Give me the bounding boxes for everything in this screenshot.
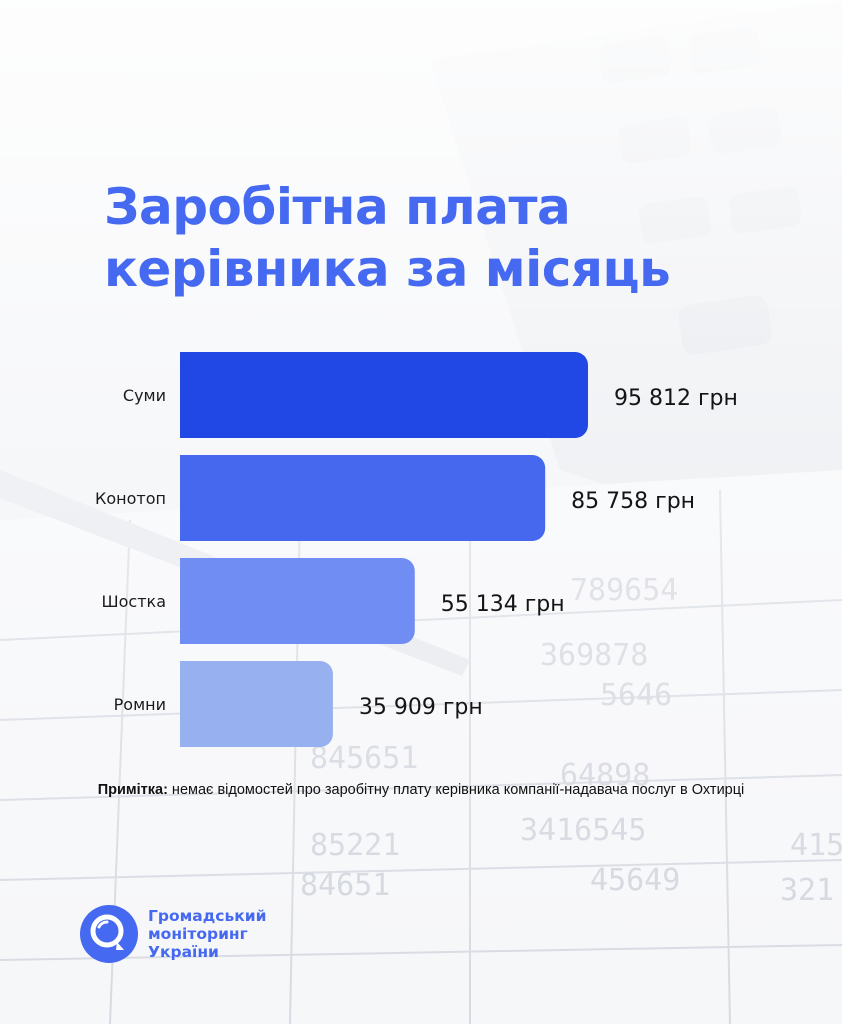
bar-2: [180, 558, 415, 644]
chart-note: Примітка: немає відомостей про заробітну…: [0, 782, 842, 798]
category-label: Ромни: [114, 695, 166, 714]
brand-logo: Громадський моніторинг України: [80, 904, 267, 964]
bar-1: [180, 455, 546, 541]
value-label: 55 134 грн: [441, 592, 565, 617]
bar-0: [180, 352, 588, 438]
value-label: 35 909 грн: [359, 695, 483, 720]
bar-3: [180, 661, 333, 747]
chart-title-line-1: Заробітна плата: [104, 178, 571, 236]
brand-name-line-1: Громадський: [148, 907, 267, 925]
chart-title-line-2: керівника за місяць: [104, 240, 671, 298]
category-label: Суми: [123, 386, 166, 405]
brand-name-line-2: моніторинг: [148, 925, 248, 943]
note-label: Примітка:: [97, 782, 168, 798]
brand-name-line-3: України: [148, 943, 219, 961]
value-label: 95 812 грн: [614, 386, 738, 411]
chart-title: Заробітна плата керівника за місяць: [104, 176, 671, 300]
salary-bar-chart: Суми 95 812 грн Конотоп 85 758 грн Шостка 55 …: [95, 352, 738, 747]
value-label: 85 758 грн: [571, 489, 695, 514]
category-label: Шостка: [102, 592, 166, 611]
category-label: Конотоп: [95, 489, 166, 508]
note-text: немає відомостей про заробітну плату кер…: [167, 782, 745, 798]
brand-name: Громадський моніторинг України: [148, 907, 267, 961]
magnifier-logo-icon: [80, 905, 138, 963]
